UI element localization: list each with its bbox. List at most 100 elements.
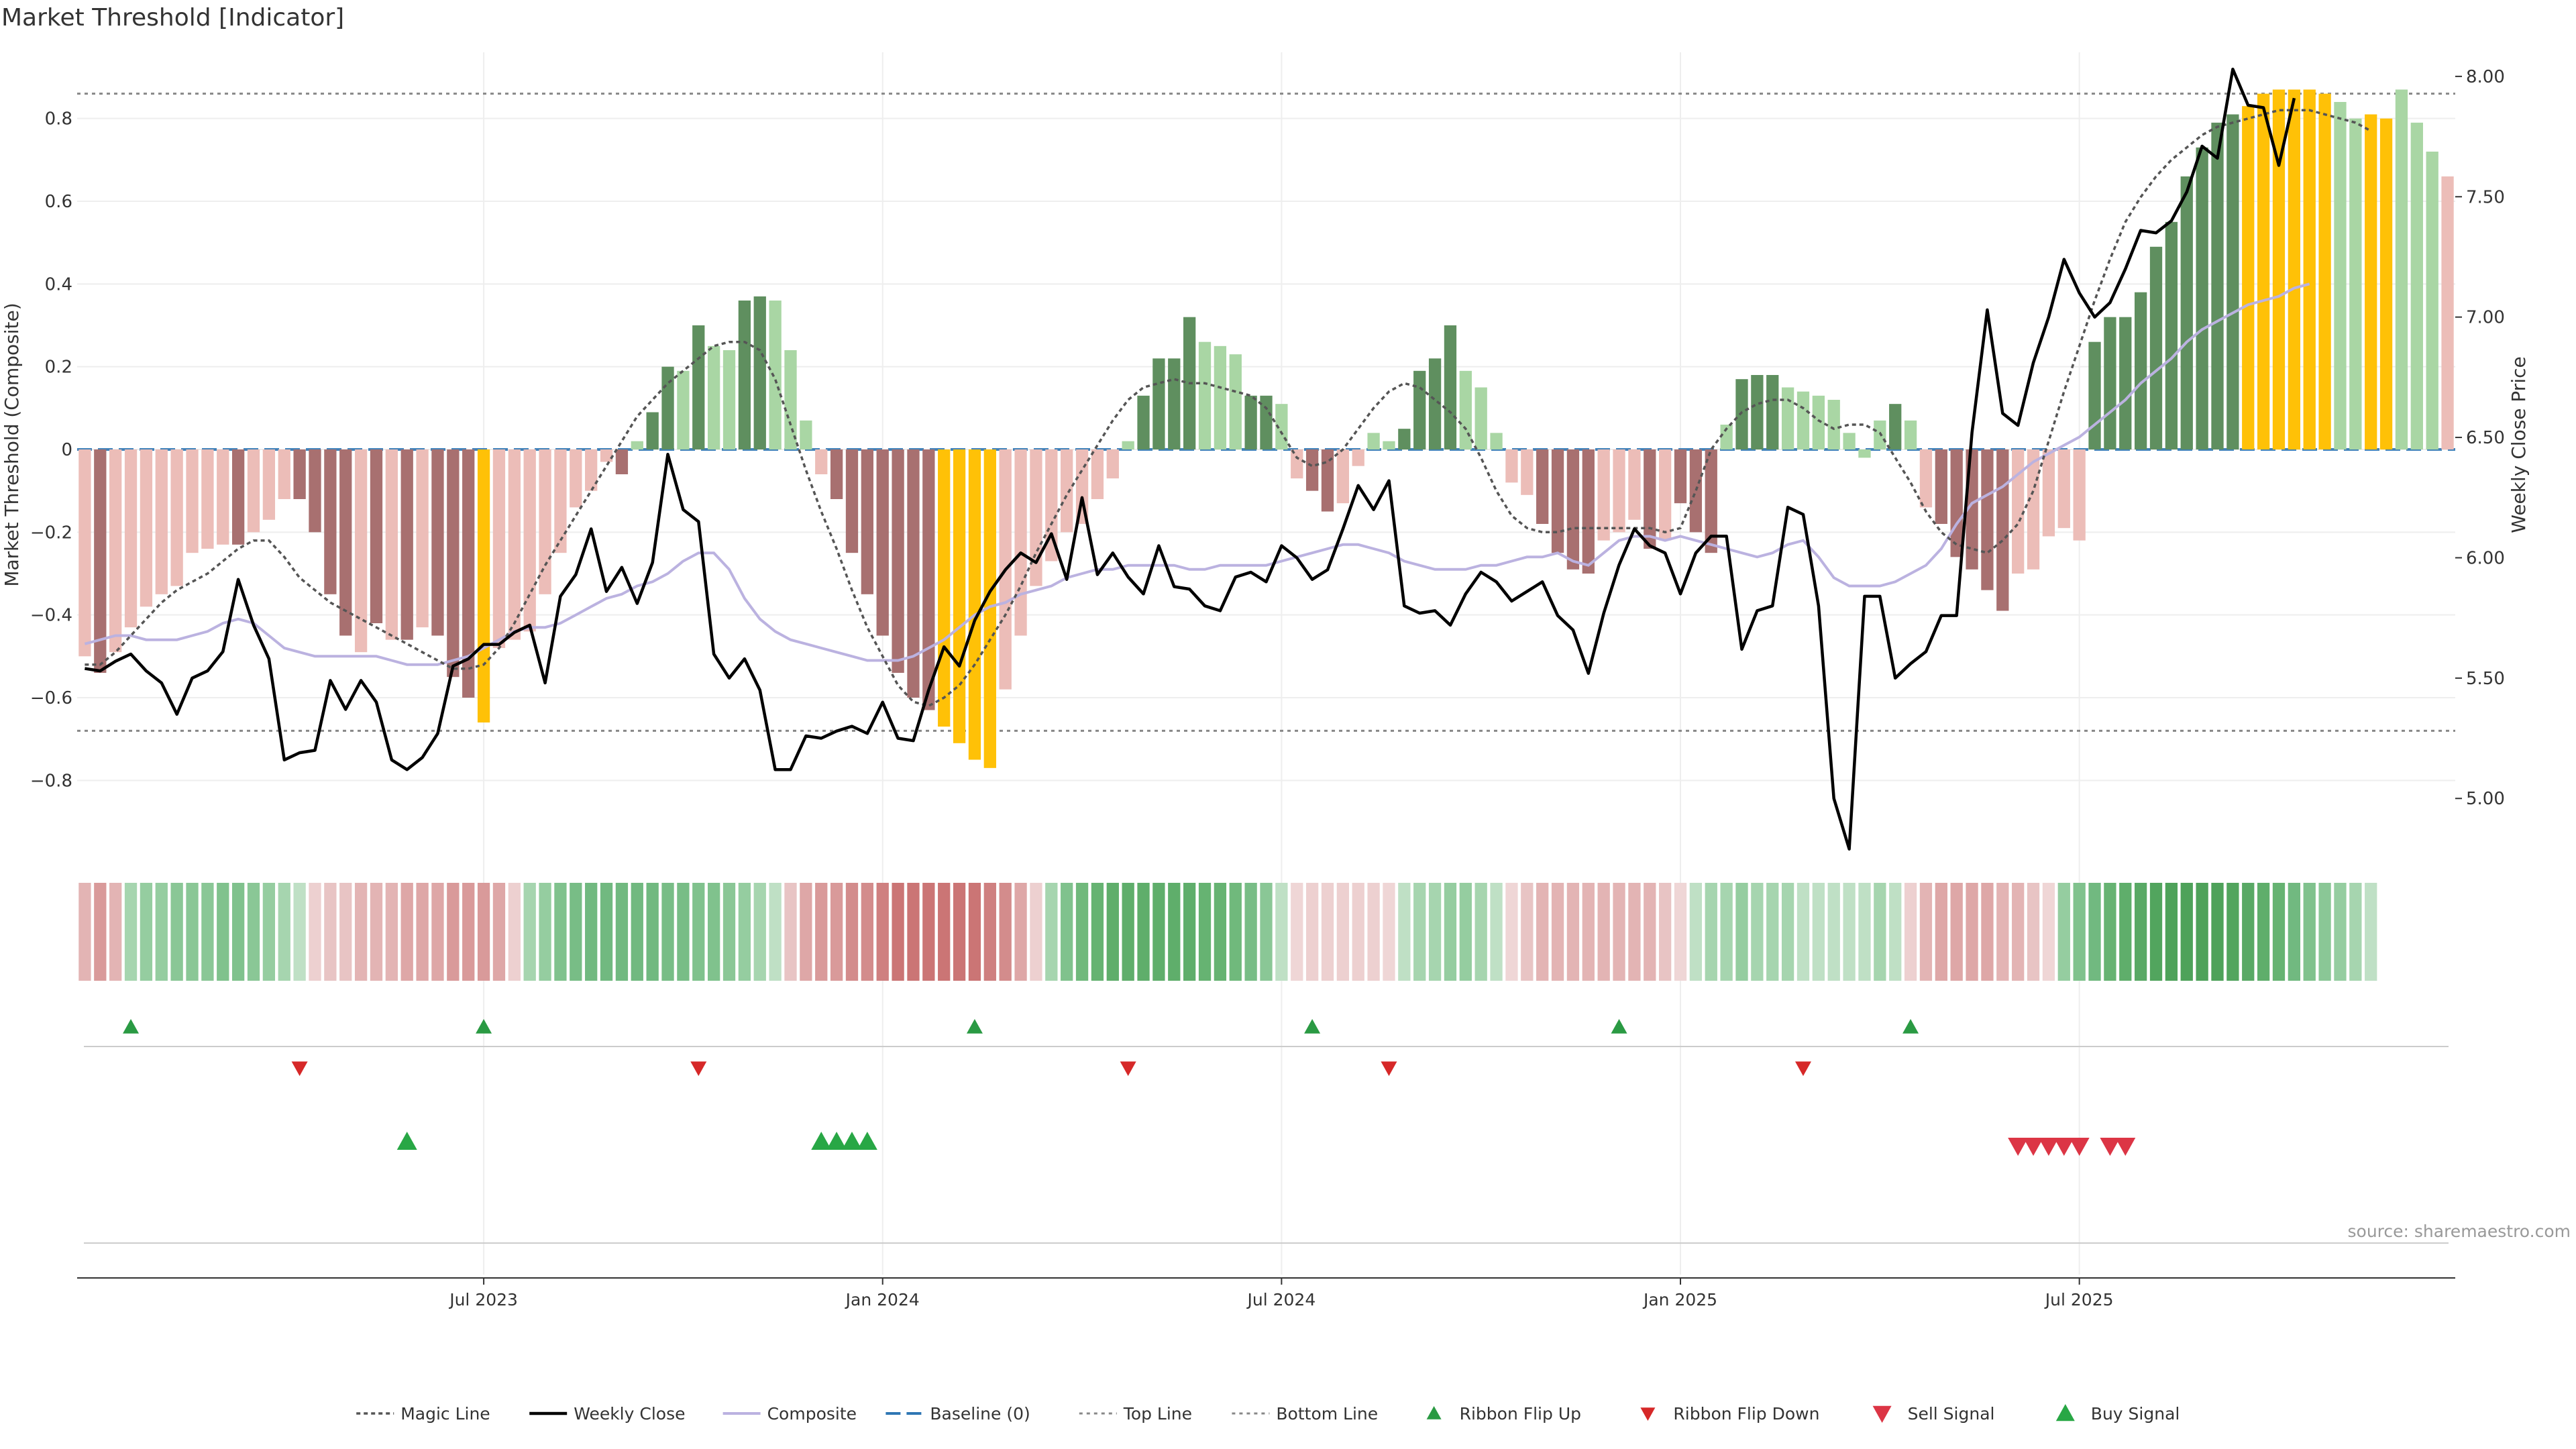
composite-bar bbox=[1781, 387, 1794, 449]
composite-bar bbox=[508, 449, 521, 640]
composite-bar bbox=[1812, 395, 1825, 449]
ribbon-cell bbox=[2042, 883, 2055, 981]
ribbon-cell bbox=[738, 883, 751, 981]
ribbon-cell bbox=[1950, 883, 1963, 981]
composite-bar bbox=[1950, 449, 1963, 557]
ribbon-flip-up-marker bbox=[476, 1019, 492, 1034]
composite-bar bbox=[1904, 420, 1917, 449]
ribbon-cell bbox=[953, 883, 966, 981]
ribbon-cell bbox=[983, 883, 996, 981]
composite-bar bbox=[692, 325, 705, 449]
y-tick-label: −0.4 bbox=[30, 606, 72, 626]
composite-bar bbox=[2257, 93, 2270, 449]
x-tick-label: Jul 2025 bbox=[2044, 1290, 2114, 1309]
ribbon-cell bbox=[646, 883, 659, 981]
ribbon-cell bbox=[1751, 883, 1764, 981]
signal-markers bbox=[84, 1019, 2449, 1244]
composite-bar bbox=[2134, 292, 2147, 449]
composite-bar bbox=[217, 449, 229, 545]
x-tick-label: Jan 2025 bbox=[1642, 1290, 1717, 1309]
ribbon-cell bbox=[1858, 883, 1871, 981]
ribbon-cell bbox=[1490, 883, 1503, 981]
ribbon-cell bbox=[539, 883, 551, 981]
ribbon-cell bbox=[1781, 883, 1794, 981]
ribbon-cell bbox=[1321, 883, 1334, 981]
composite-bar bbox=[1551, 449, 1564, 553]
composite-bar bbox=[2027, 449, 2040, 570]
y-tick-label: 0.6 bbox=[45, 192, 72, 212]
composite-bar bbox=[1521, 449, 1534, 495]
composite-bar bbox=[615, 449, 629, 474]
ribbon-cell bbox=[339, 883, 352, 981]
composite-bar bbox=[431, 449, 444, 636]
composite-bar bbox=[370, 449, 383, 623]
composite-bar bbox=[2303, 89, 2316, 449]
ribbon-cell bbox=[385, 883, 398, 981]
composite-bar bbox=[2410, 122, 2423, 450]
ribbon-cell bbox=[554, 883, 567, 981]
composite-bar bbox=[2104, 317, 2116, 449]
ribbon-cell bbox=[1689, 883, 1703, 981]
ribbon-cell bbox=[907, 883, 920, 981]
chart-title: Market Threshold [Indicator] bbox=[1, 4, 344, 32]
ribbon-cell bbox=[600, 883, 613, 981]
ribbon-cell bbox=[2242, 883, 2255, 981]
ribbon-cell bbox=[462, 883, 475, 981]
composite-bar bbox=[2180, 176, 2193, 449]
right-y-axis: 5.00 5.50 6.00 6.50 7.00 7.50 8.00 bbox=[2455, 67, 2505, 809]
ribbon-cell bbox=[861, 883, 874, 981]
composite-bar bbox=[140, 449, 153, 607]
ribbon-cell bbox=[2027, 883, 2040, 981]
composite-bar bbox=[1582, 449, 1595, 574]
ribbon-cell bbox=[2226, 883, 2239, 981]
ribbon-cell bbox=[400, 883, 413, 981]
composite-bar bbox=[892, 449, 904, 673]
composite-bar bbox=[1061, 449, 1073, 533]
composite-bar bbox=[1321, 449, 1334, 512]
composite-bar bbox=[983, 449, 996, 768]
composite-bar bbox=[1644, 449, 1656, 549]
y2-tick-label: 5.50 bbox=[2466, 669, 2505, 689]
composite-bar bbox=[2242, 106, 2255, 449]
composite-bar bbox=[247, 449, 260, 533]
buy-signal-marker bbox=[841, 1132, 862, 1150]
composite-bar bbox=[769, 301, 782, 449]
ribbon-cell bbox=[1674, 883, 1687, 981]
ribbon-cell bbox=[2272, 883, 2286, 981]
ribbon-cell bbox=[1244, 883, 1257, 981]
ribbon-cell bbox=[615, 883, 629, 981]
composite-bar bbox=[2119, 317, 2132, 449]
ribbon-flip-up-marker bbox=[123, 1019, 140, 1034]
ribbon-cell bbox=[1644, 883, 1656, 981]
composite-bar bbox=[109, 449, 122, 653]
composite-bar bbox=[631, 441, 643, 449]
ribbon-cell bbox=[217, 883, 229, 981]
y-tick-label: 0 bbox=[61, 440, 72, 460]
ribbon-cell bbox=[800, 883, 812, 981]
ribbon-cell bbox=[1628, 883, 1641, 981]
ribbon-cell bbox=[999, 883, 1012, 981]
ribbon-flip-up-marker bbox=[1902, 1019, 1919, 1034]
ribbon-cell bbox=[2165, 883, 2178, 981]
ribbon-cell bbox=[293, 883, 306, 981]
ribbon-cell bbox=[2196, 883, 2208, 981]
ribbon-cell bbox=[186, 883, 199, 981]
ribbon-cell bbox=[247, 883, 260, 981]
ribbon-flip-down-marker bbox=[1794, 1061, 1811, 1076]
ribbon-cell bbox=[1168, 883, 1181, 981]
ribbon-cell bbox=[631, 883, 643, 981]
composite-bar bbox=[1674, 449, 1687, 504]
composite-bar bbox=[2165, 221, 2178, 449]
ribbon-cell bbox=[1582, 883, 1595, 981]
ribbon-cell bbox=[2334, 883, 2347, 981]
ribbon-cell bbox=[278, 883, 290, 981]
ribbon-cell bbox=[1796, 883, 1810, 981]
ribbon-cell bbox=[124, 883, 138, 981]
y-tick-label: 0.4 bbox=[45, 274, 72, 294]
composite-bar bbox=[354, 449, 368, 653]
ribbon-cell bbox=[1061, 883, 1073, 981]
ribbon-cell bbox=[1766, 883, 1779, 981]
composite-bar bbox=[1751, 375, 1764, 449]
ribbon-cell bbox=[1091, 883, 1104, 981]
